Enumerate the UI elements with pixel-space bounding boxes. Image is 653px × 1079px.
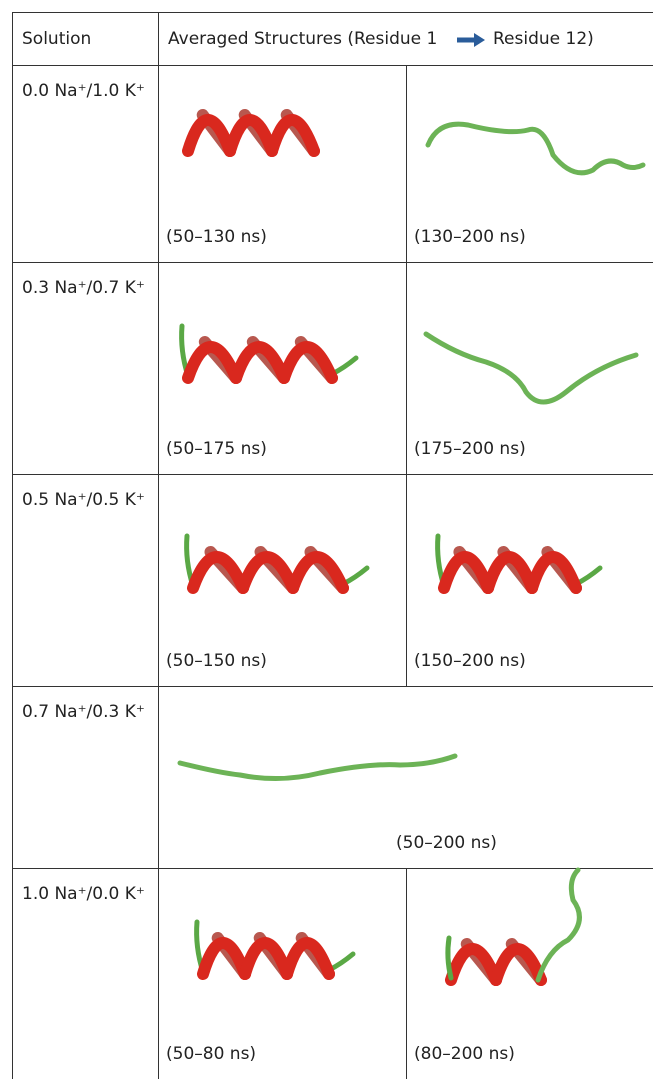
solution-label: 0.0 Na⁺/1.0 K⁺: [22, 81, 145, 101]
structure-image: [158, 474, 398, 646]
structure-image: [406, 868, 646, 1039]
row-border: [12, 12, 653, 13]
structure-image: [158, 65, 398, 222]
time-range: (50–150 ns): [166, 651, 267, 671]
structure-image: [158, 686, 398, 828]
structure-image: [158, 262, 398, 434]
time-range: (50–175 ns): [166, 439, 267, 459]
time-range: (130–200 ns): [414, 227, 526, 247]
time-range: (50–200 ns): [396, 833, 497, 853]
header-structures: Averaged Structures (Residue 1: [168, 29, 437, 49]
structure-image: [406, 262, 646, 434]
header-structures: Residue 12): [493, 29, 594, 49]
time-range: (50–130 ns): [166, 227, 267, 247]
time-range: (175–200 ns): [414, 439, 526, 459]
solution-label: 0.3 Na⁺/0.7 K⁺: [22, 278, 145, 298]
header-solution: Solution: [22, 29, 91, 49]
solution-label: 0.5 Na⁺/0.5 K⁺: [22, 490, 145, 510]
time-range: (50–80 ns): [166, 1044, 256, 1064]
structure-image: [406, 474, 646, 646]
page: Solution Averaged Structures (Residue 1 …: [0, 0, 653, 1079]
time-range: (80–200 ns): [414, 1044, 515, 1064]
col-border: [12, 12, 13, 1079]
time-range: (150–200 ns): [414, 651, 526, 671]
solution-label: 0.7 Na⁺/0.3 K⁺: [22, 702, 145, 722]
structure-image: [158, 868, 398, 1039]
solution-label: 1.0 Na⁺/0.0 K⁺: [22, 884, 145, 904]
arrow-icon: [456, 32, 486, 48]
structure-image: [406, 65, 646, 222]
